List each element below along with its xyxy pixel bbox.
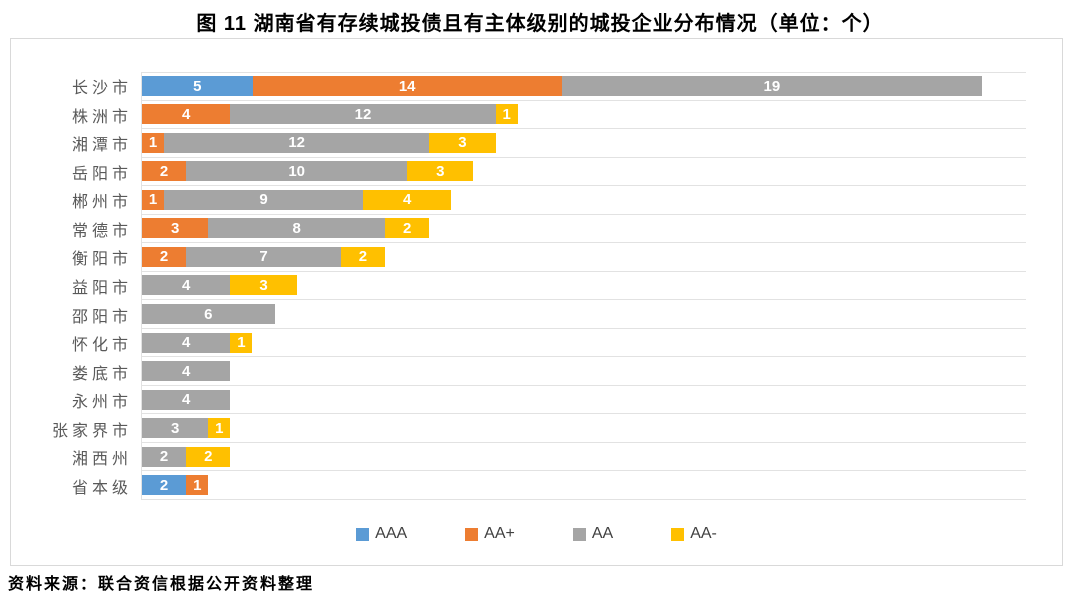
bar-segment-AA-: 3 (429, 132, 496, 153)
bar-segment-AA+: 3 (142, 218, 209, 239)
category-label: 湘潭市 (71, 137, 132, 155)
legend-label: AA- (690, 525, 717, 542)
chart-row: 长沙市 5 14 19 (11, 72, 1062, 101)
bar-segment-AA-: 2 (385, 218, 430, 239)
chart-row: 湘潭市 1 12 3 (11, 129, 1062, 158)
bar-segment-AA+: 14 (252, 76, 562, 97)
bar-segment-AA-: 4 (362, 189, 452, 210)
chart-row: 岳阳市 2 10 3 (11, 157, 1062, 187)
plot-area: 长沙市 5 14 19 株洲市 4 12 1 湘潭市 1 12 3 岳阳市 2 10 3 郴州市 1 9 4 常德市 3 8… (11, 72, 1062, 500)
bar-segment-AA+: 1 (142, 189, 165, 210)
chart-title: 图 11 湖南省有存续城投债且有主体级别的城投企业分布情况（单位：个） (196, 13, 884, 35)
legend-swatch-icon (671, 527, 685, 541)
category-label: 省本级 (71, 479, 132, 497)
chart-row: 湘西州 2 2 (11, 442, 1062, 472)
source-note: 资料来源：联合资信根据公开资料整理 (8, 576, 315, 593)
category-label: 娄底市 (71, 365, 132, 383)
bar-segment-AA-: 2 (340, 246, 386, 267)
bar-segment-AA: 2 (142, 446, 187, 467)
legend-label: AA (591, 525, 614, 542)
bar-segment-AA-: 1 (495, 104, 518, 125)
category-label: 张家界市 (51, 422, 132, 440)
chart-row: 益阳市 4 3 (11, 271, 1062, 301)
bar-segment-AA-: 3 (230, 275, 297, 296)
bar-segment-AA+: 2 (142, 246, 187, 267)
bar-segment-AA: 19 (561, 76, 982, 97)
bar-segment-AA-: 1 (230, 332, 253, 353)
category-label: 郴州市 (71, 194, 132, 212)
bar-segment-AAA: 2 (142, 475, 187, 496)
legend-swatch-icon (465, 527, 479, 541)
bar-segment-AA: 4 (142, 332, 231, 353)
bar-track: 6 (141, 300, 1026, 329)
chart-row: 怀化市 4 1 (11, 328, 1062, 358)
legend-swatch-icon (356, 527, 370, 541)
chart-row: 娄底市 4 (11, 357, 1062, 386)
legend-label: AAA (375, 525, 408, 542)
bar-segment-AA-: 2 (186, 446, 231, 467)
bar-segment-AA: 9 (164, 189, 363, 210)
category-label: 益阳市 (71, 279, 132, 297)
category-label: 衡阳市 (71, 251, 132, 269)
legend-item-AA: AA (572, 525, 614, 543)
bar-segment-AA: 8 (208, 218, 386, 239)
chart-row: 衡阳市 2 7 2 (11, 243, 1062, 272)
category-label: 岳阳市 (71, 165, 132, 183)
chart-row: 张家界市 3 1 (11, 414, 1062, 443)
bar-track: 1 12 3 (141, 129, 1026, 158)
bar-segment-AA+: 2 (142, 161, 187, 182)
legend-label: AA+ (484, 525, 515, 542)
chart-row: 郴州市 1 9 4 (11, 186, 1062, 215)
bar-segment-AA: 12 (164, 132, 430, 153)
category-label: 株洲市 (71, 108, 132, 126)
chart-row: 常德市 3 8 2 (11, 214, 1062, 244)
bar-segment-AA: 4 (142, 361, 231, 382)
legend-item-AA-: AA- (671, 525, 717, 543)
bar-segment-AA+: 1 (186, 475, 209, 496)
bar-segment-AA: 10 (186, 161, 408, 182)
chart-row: 株洲市 4 12 1 (11, 100, 1062, 130)
category-label: 邵阳市 (71, 308, 132, 326)
legend-item-AAA: AAA (356, 525, 407, 543)
bar-segment-AA: 7 (186, 246, 341, 267)
chart-row: 永州市 4 (11, 385, 1062, 415)
bar-segment-AA-: 3 (407, 161, 474, 182)
chart-row: 邵阳市 6 (11, 300, 1062, 329)
chart-area: 长沙市 5 14 19 株洲市 4 12 1 湘潭市 1 12 3 岳阳市 2 10 3 郴州市 1 9 4 常德市 3 8… (10, 38, 1063, 566)
bar-segment-AA: 4 (142, 389, 231, 410)
bar-track: 4 (141, 357, 1026, 386)
legend-item-AA+: AA+ (465, 525, 515, 543)
legend-swatch-icon (572, 527, 586, 541)
chart-row: 省本级 2 1 (11, 471, 1062, 500)
bar-segment-AA: 12 (230, 104, 496, 125)
bar-track: 5 14 19 (141, 72, 1026, 101)
category-label: 永州市 (71, 394, 132, 412)
category-label: 湘西州 (71, 451, 132, 469)
legend: AAA AA+ AA AA- (11, 525, 1062, 543)
bar-segment-AA-: 1 (208, 418, 231, 439)
category-label: 常德市 (71, 222, 132, 240)
bar-track: 4 12 1 (141, 100, 1026, 130)
bar-segment-AA+: 4 (142, 104, 231, 125)
bar-track: 2 10 3 (141, 157, 1026, 187)
bar-segment-AA: 4 (142, 275, 231, 296)
category-label: 长沙市 (71, 80, 132, 98)
bar-segment-AA: 3 (142, 418, 209, 439)
bar-track: 4 (141, 385, 1026, 415)
category-label: 怀化市 (71, 337, 132, 355)
bar-segment-AAA: 5 (142, 76, 253, 97)
bar-segment-AA+: 1 (142, 132, 165, 153)
bar-segment-AA: 6 (142, 304, 275, 325)
